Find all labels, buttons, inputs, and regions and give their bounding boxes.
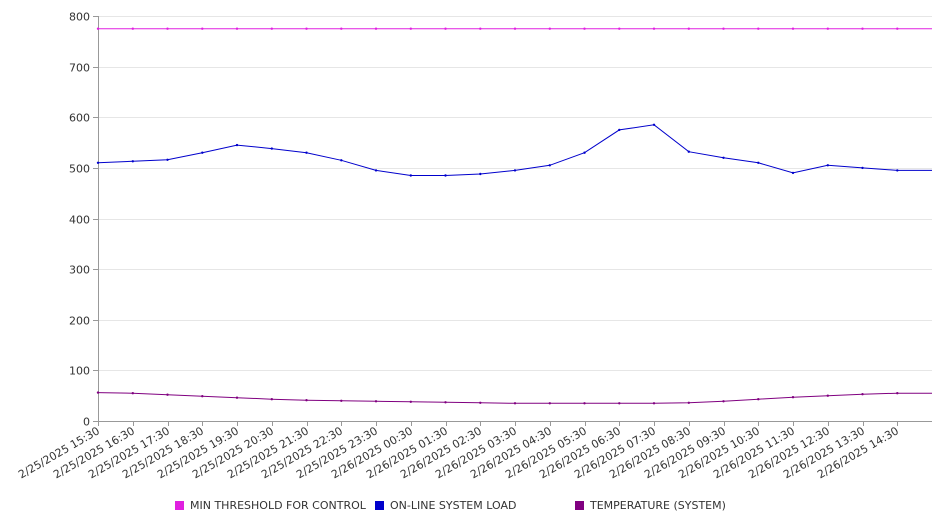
data-point [201, 395, 204, 398]
data-point [305, 399, 308, 402]
legend-swatch-temperature [575, 501, 584, 510]
y-axis-ticks: 0 100 200 300 400 500 600 700 800 [69, 11, 98, 429]
data-point [652, 27, 656, 30]
data-point [96, 161, 100, 164]
data-point [722, 156, 725, 159]
data-point [757, 398, 760, 401]
series-line-1 [97, 124, 932, 176]
data-point [583, 402, 586, 405]
y-tick-label: 400 [69, 214, 90, 227]
data-point [444, 27, 447, 30]
data-point [166, 158, 169, 161]
data-point [409, 27, 412, 30]
data-point [757, 27, 760, 30]
legend-item-system-load[interactable]: ON-LINE SYSTEM LOAD [375, 499, 516, 512]
legend-swatch-system-load [375, 501, 384, 510]
data-point [479, 401, 482, 404]
y-tick-label: 800 [69, 11, 90, 24]
legend-item-min-threshold[interactable]: MIN THRESHOLD FOR CONTROL [175, 499, 366, 512]
data-point [270, 27, 273, 30]
data-point [583, 27, 586, 30]
data-point [96, 27, 100, 30]
data-point [201, 151, 204, 154]
data-point [479, 172, 482, 176]
data-point [340, 159, 343, 162]
data-point [791, 396, 795, 399]
data-point [409, 400, 412, 403]
legend: MIN THRESHOLD FOR CONTROL ON-LINE SYSTEM… [0, 497, 946, 517]
data-point [861, 27, 864, 30]
data-point [722, 400, 725, 403]
data-point [791, 27, 795, 30]
data-point [896, 392, 899, 395]
y-tick-label: 200 [69, 315, 90, 328]
data-point [722, 27, 725, 30]
data-point [235, 143, 239, 147]
series-line-2 [97, 392, 932, 404]
y-tick-label: 300 [69, 264, 90, 277]
y-tick-label: 700 [69, 62, 90, 75]
legend-swatch-min-threshold [175, 501, 184, 510]
data-point [861, 393, 864, 396]
data-point [618, 128, 621, 132]
data-point [201, 27, 204, 30]
data-point [374, 27, 378, 30]
legend-item-temperature[interactable]: TEMPERATURE (SYSTEM) [575, 499, 726, 512]
legend-label-min-threshold: MIN THRESHOLD FOR CONTROL [190, 499, 366, 512]
data-point [548, 27, 551, 30]
x-axis-ticks: 2/25/2025 15:302/25/2025 16:302/25/2025 … [16, 421, 901, 481]
data-point [896, 169, 899, 172]
data-point [687, 150, 690, 153]
data-point [513, 27, 517, 30]
data-point [687, 27, 690, 30]
data-point [444, 174, 447, 177]
data-point [131, 392, 134, 395]
data-point [374, 400, 378, 403]
data-point [340, 399, 343, 402]
data-point [305, 27, 308, 30]
data-point [374, 169, 378, 172]
data-point [618, 402, 621, 405]
data-point [548, 402, 551, 405]
data-point [131, 27, 134, 30]
legend-label-system-load: ON-LINE SYSTEM LOAD [390, 499, 517, 512]
data-point [96, 391, 100, 394]
data-point [235, 27, 239, 30]
data-point [409, 174, 412, 177]
data-point [757, 161, 760, 164]
data-point [513, 169, 517, 172]
data-point [826, 27, 829, 30]
data-point [270, 147, 273, 150]
data-point [166, 27, 169, 30]
axes [98, 16, 932, 422]
y-tick-label: 0 [83, 416, 90, 429]
y-tick-label: 100 [69, 365, 90, 378]
data-point [235, 396, 239, 399]
data-point [166, 393, 169, 396]
data-point [791, 171, 795, 175]
data-point [861, 166, 864, 170]
legend-label-temperature: TEMPERATURE (SYSTEM) [590, 499, 726, 512]
data-point [548, 164, 551, 167]
data-point [652, 402, 656, 405]
gridlines [98, 16, 932, 371]
data-point [652, 123, 656, 127]
data-point [479, 27, 482, 30]
data-point [618, 27, 621, 30]
data-point [270, 398, 273, 401]
data-point [340, 27, 343, 30]
series-lines [96, 27, 932, 405]
data-point [896, 27, 899, 30]
y-tick-label: 500 [69, 163, 90, 176]
data-point [826, 164, 829, 167]
data-point [305, 151, 308, 154]
data-point [687, 401, 690, 404]
data-point [444, 401, 447, 404]
data-point [131, 160, 134, 163]
y-tick-label: 600 [69, 112, 90, 125]
data-point [826, 394, 829, 397]
data-point [583, 151, 586, 154]
data-point [513, 402, 517, 405]
